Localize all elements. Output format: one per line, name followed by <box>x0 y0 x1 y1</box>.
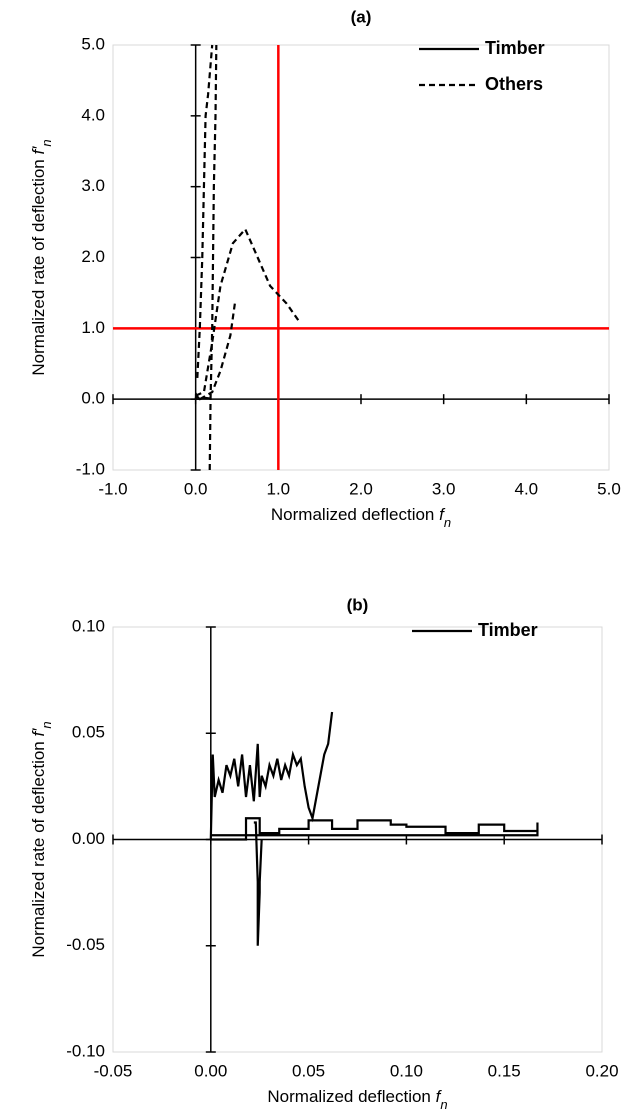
x-tick-label: 0.00 <box>194 1061 227 1080</box>
x-axis-label: Normalized deflection fn <box>267 1087 447 1111</box>
y-tick-label: 2.0 <box>81 247 105 266</box>
y-tick-label: 0.10 <box>72 616 105 635</box>
x-tick-label: 1.0 <box>267 479 291 498</box>
chart-title: (b) <box>347 595 369 614</box>
legend-label: Timber <box>478 620 538 640</box>
series-line <box>195 44 300 471</box>
y-tick-label: 3.0 <box>81 176 105 195</box>
x-axis-label-subscript: n <box>440 1097 447 1112</box>
x-tick-label: 0.0 <box>184 479 208 498</box>
chart-panel: -1.0 0.0 1.0 2.0 3.0 4.0 5.0 -1.0 0.0 1.0 2.0 3.0 4.… <box>29 7 620 529</box>
y-tick-label: 0.05 <box>72 723 105 742</box>
y-tick-label: -0.10 <box>66 1041 105 1060</box>
x-tick-label: 0.10 <box>390 1061 423 1080</box>
y-tick-label: -0.05 <box>66 935 105 954</box>
x-tick-label: 4.0 <box>515 479 539 498</box>
series-line <box>209 711 539 946</box>
y-tick-label: 0.0 <box>81 389 105 408</box>
y-axis-label-subscript: n <box>39 721 54 728</box>
y-tick-label: 1.0 <box>81 318 105 337</box>
legend-label: Others <box>485 74 543 94</box>
x-axis-label-symbol: f <box>436 1087 443 1106</box>
y-tick-label: 4.0 <box>81 105 105 124</box>
y-tick-label: 0.00 <box>72 829 105 848</box>
x-tick-label: 0.20 <box>585 1061 618 1080</box>
y-tick-label: 5.0 <box>81 34 105 53</box>
x-axis-label-text: Normalized deflection <box>271 505 439 524</box>
chart-panel: -0.05 0.00 0.05 0.10 0.15 0.20-0.10-0.050.000… <box>29 595 618 1111</box>
legend-label: Timber <box>485 38 545 58</box>
y-axis-label-text: Normalized rate of deflection <box>29 155 48 376</box>
x-tick-label: -0.05 <box>94 1061 133 1080</box>
y-axis-label-symbol: f′ <box>29 146 48 155</box>
y-axis-label-text: Normalized rate of deflection <box>29 737 48 958</box>
y-axis-label: Normalized rate of deflection f′n <box>29 721 53 957</box>
x-axis-label-symbol: f <box>439 505 446 524</box>
x-tick-label: 0.05 <box>292 1061 325 1080</box>
x-axis-label-text: Normalized deflection <box>267 1087 435 1106</box>
x-tick-label: 2.0 <box>349 479 373 498</box>
x-axis-label: Normalized deflection fn <box>271 505 451 529</box>
chart-title: (a) <box>351 7 372 26</box>
y-axis-label: Normalized rate of deflection f′n <box>29 139 53 375</box>
x-tick-label: -1.0 <box>98 479 127 498</box>
y-axis-label-symbol: f′ <box>29 728 48 737</box>
x-tick-label: 3.0 <box>432 479 456 498</box>
x-tick-label: 5.0 <box>597 479 621 498</box>
y-tick-label: -1.0 <box>76 459 105 478</box>
y-axis-label-subscript: n <box>39 139 54 146</box>
plot-frame <box>112 44 610 471</box>
x-axis-label-subscript: n <box>444 515 451 530</box>
x-tick-label: 0.15 <box>488 1061 521 1080</box>
